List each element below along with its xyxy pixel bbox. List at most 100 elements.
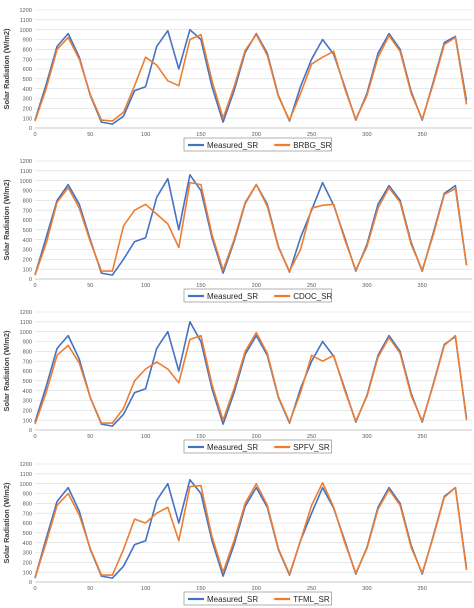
y-tick-label: 1100 (20, 472, 32, 478)
y-tick-label: 900 (23, 38, 32, 44)
legend-box (183, 288, 332, 303)
y-tick-label: 800 (23, 350, 32, 356)
x-tick-label: 0 (33, 434, 36, 440)
y-tick-label: 100 (23, 267, 32, 273)
y-tick-label: 700 (23, 359, 32, 365)
legend-box (183, 137, 332, 152)
y-axis-title: Solar Radiation (W/m2) (2, 330, 11, 411)
chart-panel: 0100200300400500600700800900100011001200… (2, 8, 472, 152)
x-tick-label: 100 (141, 586, 150, 592)
x-tick-label: 200 (252, 283, 261, 289)
y-tick-label: 300 (23, 248, 32, 254)
legend-label: Measured_SR (207, 443, 258, 452)
chart-panel: 0100200300400500600700800900100011001200… (2, 462, 472, 606)
x-tick-label: 300 (362, 586, 371, 592)
y-tick-label: 1100 (20, 320, 32, 326)
y-tick-label: 900 (23, 492, 32, 498)
x-tick-label: 350 (418, 586, 427, 592)
y-tick-label: 1200 (20, 310, 32, 316)
legend-label: Measured_SR (207, 141, 258, 150)
x-tick-label: 200 (252, 434, 261, 440)
x-tick-label: 300 (362, 132, 371, 138)
y-tick-label: 200 (23, 258, 32, 264)
y-tick-label: 1200 (20, 159, 32, 165)
y-tick-label: 300 (23, 551, 32, 557)
y-axis-title: Solar Radiation (W/m2) (2, 28, 11, 109)
y-tick-label: 500 (23, 228, 32, 234)
y-tick-label: 600 (23, 521, 32, 527)
y-tick-label: 700 (23, 57, 32, 63)
y-tick-label: 500 (23, 77, 32, 83)
x-tick-label: 150 (196, 434, 205, 440)
y-axis-title: Solar Radiation (W/m2) (2, 179, 11, 260)
x-tick-label: 50 (87, 283, 93, 289)
y-tick-label: 700 (23, 208, 32, 214)
x-tick-label: 100 (141, 132, 150, 138)
x-tick-label: 50 (87, 586, 93, 592)
x-tick-label: 50 (87, 434, 93, 440)
y-tick-label: 1000 (20, 28, 32, 34)
y-tick-label: 200 (23, 107, 32, 113)
y-tick-label: 500 (23, 379, 32, 385)
y-tick-label: 700 (23, 511, 32, 517)
y-tick-label: 400 (23, 541, 32, 547)
x-tick-label: 250 (307, 283, 316, 289)
x-tick-label: 100 (141, 283, 150, 289)
x-tick-label: 250 (307, 132, 316, 138)
y-tick-label: 200 (23, 409, 32, 415)
x-tick-label: 350 (418, 283, 427, 289)
x-tick-label: 150 (196, 132, 205, 138)
series-line-1 (34, 33, 468, 122)
y-tick-label: 800 (23, 502, 32, 508)
y-tick-label: 600 (23, 67, 32, 73)
series-line-1 (34, 481, 468, 579)
x-tick-label: 0 (33, 586, 36, 592)
y-tick-label: 400 (23, 238, 32, 244)
y-tick-label: 300 (23, 399, 32, 405)
y-tick-label: 1100 (20, 18, 32, 24)
x-tick-label: 300 (362, 434, 371, 440)
series-line-0 (34, 28, 468, 125)
y-tick-label: 500 (23, 531, 32, 537)
x-tick-label: 0 (33, 283, 36, 289)
y-tick-label: 200 (23, 561, 32, 567)
y-tick-label: 600 (23, 369, 32, 375)
y-tick-label: 1100 (20, 169, 32, 175)
x-tick-label: 100 (141, 434, 150, 440)
series-line-1 (34, 331, 468, 425)
y-tick-label: 600 (23, 218, 32, 224)
series-line-1 (34, 181, 468, 276)
x-tick-label: 300 (362, 283, 371, 289)
chart-panel: 0100200300400500600700800900100011001200… (2, 159, 472, 303)
y-tick-label: 900 (23, 340, 32, 346)
y-tick-label: 800 (23, 199, 32, 205)
x-tick-label: 150 (196, 586, 205, 592)
y-tick-label: 0 (29, 126, 32, 132)
y-tick-label: 100 (23, 116, 32, 122)
series-line-0 (34, 478, 468, 579)
series-line-0 (34, 174, 468, 276)
y-tick-label: 1200 (20, 462, 32, 468)
x-tick-label: 350 (418, 434, 427, 440)
x-tick-label: 200 (252, 132, 261, 138)
y-tick-label: 100 (23, 418, 32, 424)
legend-label: CDOC_SR (293, 292, 332, 301)
y-tick-label: 400 (23, 389, 32, 395)
y-tick-label: 300 (23, 97, 32, 103)
x-tick-label: 0 (33, 132, 36, 138)
y-tick-label: 400 (23, 87, 32, 93)
y-tick-label: 1000 (20, 482, 32, 488)
x-tick-label: 150 (196, 283, 205, 289)
x-tick-label: 250 (307, 586, 316, 592)
y-tick-label: 800 (23, 48, 32, 54)
x-tick-label: 350 (418, 132, 427, 138)
y-tick-label: 0 (29, 428, 32, 434)
x-tick-label: 50 (87, 132, 93, 138)
y-tick-label: 0 (29, 580, 32, 586)
y-axis-title: Solar Radiation (W/m2) (2, 482, 11, 563)
legend-label: Measured_SR (207, 595, 258, 604)
y-tick-label: 900 (23, 189, 32, 195)
legend-label: SPFV_SR (293, 443, 330, 452)
y-tick-label: 1200 (20, 8, 32, 14)
